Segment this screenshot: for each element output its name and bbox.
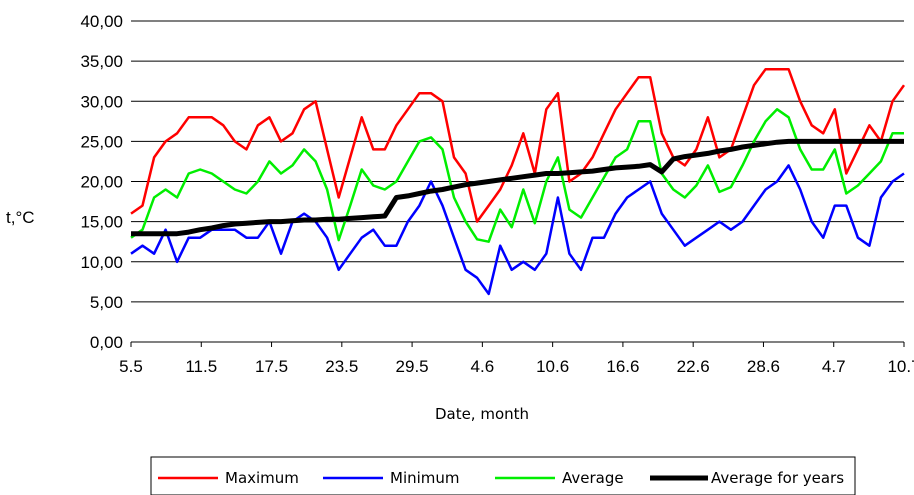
x-tick-label: 10.6 bbox=[536, 357, 569, 376]
legend-label-average: Average bbox=[562, 469, 624, 487]
x-tick-label: 23.5 bbox=[325, 357, 358, 376]
x-axis-label: Date, month bbox=[435, 405, 529, 423]
y-tick-label: 0,00 bbox=[90, 333, 123, 352]
series-line-average bbox=[130, 108, 904, 243]
x-tick-label: 4.7 bbox=[822, 357, 846, 376]
series-line-maximum bbox=[130, 67, 906, 223]
y-tick-label: 30,00 bbox=[80, 92, 123, 111]
y-axis-ticks: 0,00 5,00 10,00 15,00 20,00 25,00 30,00 35,00 40… bbox=[80, 12, 123, 352]
legend-label-maximum: Maximum bbox=[225, 469, 299, 487]
series-line-average-for-years bbox=[131, 138, 904, 237]
y-tick-label: 5,00 bbox=[90, 293, 123, 312]
x-tick-label: 16.6 bbox=[606, 357, 639, 376]
series-lines bbox=[130, 67, 906, 296]
x-axis-ticks: 5.5 11.5 17.5 23.5 29.5 4.6 10.6 16.6 22.6 28.6 4.… bbox=[119, 342, 914, 376]
y-tick-label: 40,00 bbox=[80, 12, 123, 31]
series-line-minimum bbox=[130, 164, 905, 296]
y-tick-label: 35,00 bbox=[80, 52, 123, 71]
x-tick-label: 29.5 bbox=[396, 357, 429, 376]
y-tick-label: 20,00 bbox=[80, 173, 123, 192]
legend-label-average-for-years: Average for years bbox=[711, 469, 844, 487]
legend-label-minimum: Minimum bbox=[390, 469, 460, 487]
x-tick-label: 11.5 bbox=[185, 357, 217, 376]
y-axis-label: t,°C bbox=[6, 208, 35, 227]
x-tick-label: 10.7 bbox=[887, 357, 914, 376]
x-tick-label: 17.5 bbox=[255, 357, 288, 376]
y-tick-label: 15,00 bbox=[80, 213, 123, 232]
x-tick-label: 4.6 bbox=[471, 357, 495, 376]
y-tick-label: 25,00 bbox=[80, 132, 123, 151]
x-tick-label: 22.6 bbox=[677, 357, 710, 376]
legend-box bbox=[150, 456, 856, 495]
y-tick-label: 10,00 bbox=[80, 253, 123, 272]
legend: Maximum Minimum Average Average for year… bbox=[150, 456, 856, 495]
x-tick-label: 28.6 bbox=[747, 357, 780, 376]
x-tick-label: 5.5 bbox=[119, 357, 143, 376]
